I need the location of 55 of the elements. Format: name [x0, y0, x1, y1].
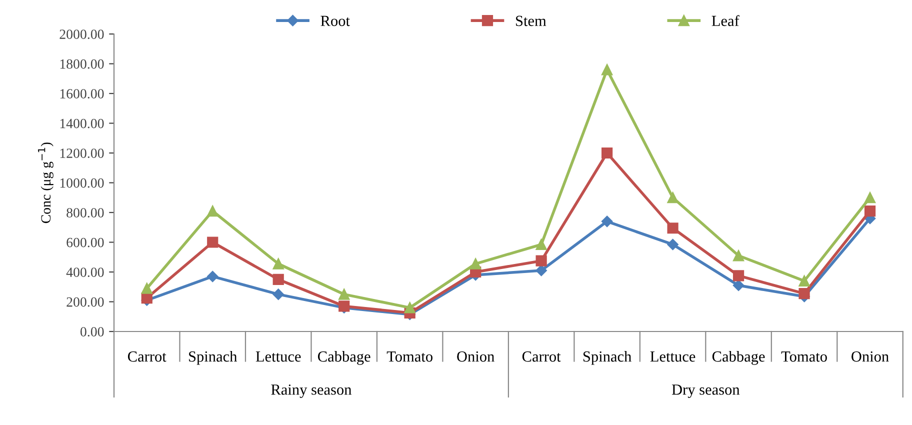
point	[601, 147, 613, 159]
point	[732, 280, 744, 291]
point	[272, 258, 284, 270]
point	[864, 192, 876, 204]
y-tick-label: 400.00	[66, 268, 104, 278]
point	[338, 288, 350, 300]
point	[536, 255, 547, 266]
point	[798, 275, 810, 286]
y-tick-label: 600.00	[66, 238, 104, 248]
legend-label: Stem	[516, 16, 546, 26]
x-tick-label: Cabbage	[318, 350, 370, 365]
y-tick-label: 200.00	[66, 297, 104, 307]
y-tick-label: 1200.00	[60, 148, 104, 158]
x-tick-label: Tomato	[781, 352, 827, 362]
x-tick-label: Lettuce	[650, 352, 696, 362]
x-tick-label: Cabbage	[712, 350, 765, 365]
x-tick-label: Onion	[852, 351, 889, 362]
point	[601, 216, 613, 228]
point	[207, 236, 218, 248]
point	[667, 238, 678, 250]
point	[272, 274, 284, 285]
legend-label: Root	[320, 16, 350, 26]
y-tick-label: 800.00	[66, 208, 104, 218]
point	[141, 282, 152, 294]
x-tick-label: Tomato	[386, 352, 432, 362]
x-tick-label: Onion	[457, 351, 494, 362]
text: Rainy season	[271, 384, 352, 398]
point	[272, 288, 284, 300]
point	[732, 270, 744, 282]
point	[207, 270, 218, 282]
point	[864, 205, 876, 217]
x-tick-label: Spinach	[189, 350, 238, 365]
point	[667, 192, 678, 204]
point	[470, 258, 482, 270]
point	[207, 205, 218, 217]
text: Dry season	[672, 384, 740, 398]
y-tick-label: 0.00	[80, 327, 104, 337]
x-tick-label: Spinach	[583, 350, 632, 365]
point	[536, 264, 547, 276]
point	[798, 288, 810, 300]
y-tick-label: 1800.00	[60, 59, 104, 69]
y-tick-label: 1400.00	[60, 118, 104, 128]
x-tick-label: Carrot	[128, 351, 166, 362]
x-tick-label: Lettuce	[256, 352, 301, 362]
y-tick-label: 2000.00	[60, 30, 104, 40]
y-tick-label: 1600.00	[60, 89, 104, 99]
point	[732, 250, 744, 262]
point	[601, 64, 613, 76]
y-tick-label: 1000.00	[60, 178, 104, 188]
x-tick-label: Carrot	[522, 351, 561, 362]
point	[667, 222, 678, 234]
point	[536, 238, 547, 250]
legend-label: Leaf	[712, 15, 740, 26]
point	[404, 302, 416, 314]
y-axis-title: Conc (μg g$^{−1}$)	[38, 142, 54, 224]
